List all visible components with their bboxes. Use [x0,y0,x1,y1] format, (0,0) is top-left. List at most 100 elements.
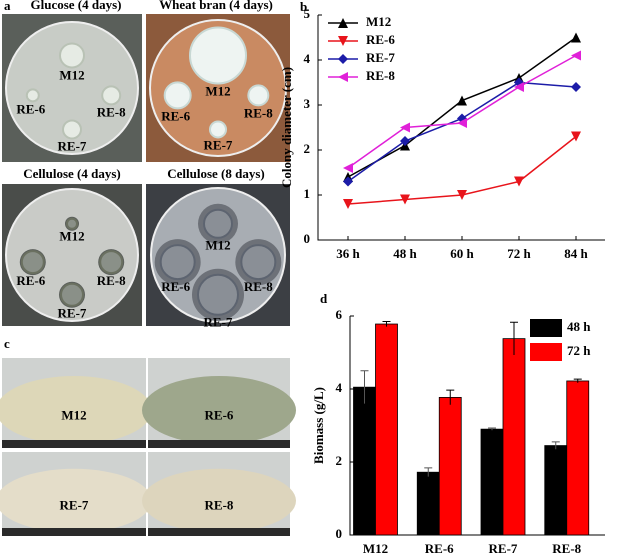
colony [247,84,270,107]
colony [159,244,196,281]
legend-label: RE-8 [366,68,395,83]
panel-letter: c [4,336,10,351]
error-bar [382,320,391,327]
colony [240,244,277,281]
colony-label: M12 [59,229,84,244]
flask-label: M12 [61,407,86,422]
legend-label: M12 [366,14,391,29]
marker [457,118,467,128]
bar [416,471,440,536]
flask-base [148,440,290,448]
error-bar [488,427,496,431]
bar [566,380,590,536]
marker [514,82,524,92]
x-tick-label: 48 h [393,246,417,261]
colony [20,250,45,275]
colony-label: M12 [205,238,230,253]
panel-letter: a [4,0,11,13]
x-tick-label: 60 h [450,246,474,261]
y-tick-label: 5 [304,6,311,21]
marker [571,82,581,92]
error-bar [573,378,582,383]
bar [502,338,526,536]
x-tick-label: 36 h [336,246,360,261]
marker [400,194,410,205]
x-tick-label: M12 [363,541,388,556]
marker [571,32,581,43]
panel-letter: b [300,0,307,14]
flask-liquid [142,376,296,445]
y-tick-label: 0 [336,526,343,541]
legend-label: RE-6 [366,32,395,47]
colony-label: RE-8 [244,105,273,120]
colony [59,42,85,69]
colony [60,282,84,307]
flask-label: RE-8 [205,498,234,513]
petri-dish [5,188,139,322]
colony [99,250,124,275]
colony-label: RE-7 [58,138,87,153]
flask-base [2,440,146,448]
bar [375,323,398,536]
x-tick-label: RE-8 [552,541,581,556]
marker [400,136,410,146]
colony-label: RE-6 [16,101,45,116]
plate-title: Cellulose (8 days) [167,166,265,181]
colony-label: RE-7 [58,306,87,321]
colony-label: RE-6 [161,279,190,294]
legend-swatch [530,319,562,337]
error-bar [510,321,518,356]
legend-label: 48 h [567,319,591,334]
petri-dish [150,187,286,323]
marker [343,176,353,187]
colony [163,81,192,110]
flask-base [2,528,146,536]
y-tick-label: 2 [304,141,311,156]
marker [457,190,467,200]
y-tick-label: 3 [304,96,311,111]
colony [197,273,239,316]
legend-label: RE-7 [366,50,395,65]
error-bar [446,389,455,405]
flask-liquid [142,468,296,533]
bar [544,445,568,536]
legend-label: 72 h [567,343,591,358]
y-tick-label: 4 [304,51,311,66]
y-axis-label: Colony diameter (cm) [279,67,294,188]
plate-title: Wheat bran (4 days) [159,0,273,12]
y-tick-label: 2 [336,453,343,468]
axes [317,15,605,241]
colony-label: RE-6 [16,273,45,288]
colony-label: RE-8 [97,104,126,119]
flask-base [148,528,290,536]
bar [353,386,376,536]
colony-label: RE-6 [161,108,190,123]
marker [338,36,348,46]
flask-label: RE-7 [60,498,89,513]
colony-label: RE-7 [204,315,233,330]
colony [209,120,227,139]
colony-label: RE-8 [244,279,273,294]
x-tick-label: RE-7 [489,541,518,556]
colony-label: M12 [59,67,84,82]
colony [25,88,40,103]
marker [338,54,348,64]
colony [203,208,233,239]
colony [66,217,78,230]
marker [571,131,581,142]
marker [338,18,348,28]
bar [480,428,504,536]
y-axis-label: Biomass (g/L) [311,387,326,464]
marker [514,176,524,187]
y-tick-label: 6 [336,307,343,322]
petri-dish [5,21,139,155]
marker [343,199,353,209]
colony-label: M12 [205,83,230,98]
bar [438,396,462,536]
colony [62,119,82,140]
y-tick-label: 1 [304,186,311,201]
colony [101,85,122,106]
y-tick-label: 0 [304,231,311,246]
x-tick-label: 72 h [507,246,531,261]
